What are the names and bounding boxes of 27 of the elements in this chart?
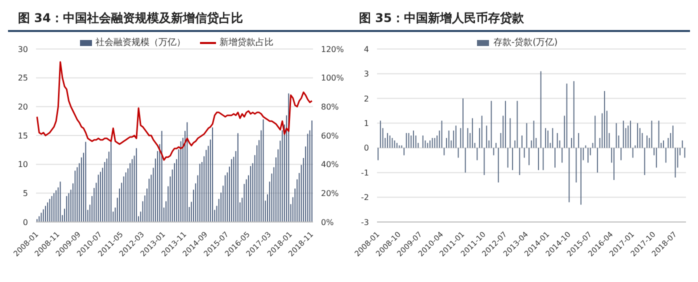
y-tick-label: 0 — [22, 218, 28, 227]
y2-tick-label: 100% — [321, 74, 344, 83]
y-tick-label: 4 — [364, 44, 369, 54]
y2-tick-label: 80% — [321, 102, 340, 112]
y-tick-label: 2 — [364, 94, 369, 104]
legend-label: 存款-贷款(万亿) — [493, 36, 558, 49]
y-tick-label: 30 — [18, 44, 28, 54]
y-tick-label: 5 — [22, 189, 28, 198]
y2-tick-label: 40% — [321, 160, 340, 170]
y2-tick-label: 20% — [321, 189, 340, 198]
y-tick-label: 20 — [18, 102, 28, 112]
chart-title: 图 34：中国社会融资规模及新增信贷占比 — [8, 8, 349, 32]
y-tick-label: -2 — [361, 193, 369, 202]
y-tick-label: -3 — [361, 218, 369, 227]
y2-tick-label: 0% — [321, 218, 334, 227]
y-tick-label: -1 — [361, 168, 369, 178]
y-tick-label: 1 — [364, 118, 369, 128]
y2-tick-label: 120% — [321, 44, 344, 54]
y-tick-label: 15 — [18, 131, 28, 140]
legend-label: 社会融资规模（万亿） — [96, 36, 186, 49]
y-tick-label: 25 — [18, 74, 28, 83]
chart-title: 图 35：中国新增人民币存贷款 — [349, 8, 690, 32]
y-tick-label: 3 — [364, 70, 369, 79]
y-tick-label: 0 — [364, 144, 369, 153]
y2-tick-label: 60% — [321, 131, 340, 140]
legend-label: 新增贷款占比 — [220, 36, 274, 49]
y-tick-label: 10 — [18, 160, 28, 170]
